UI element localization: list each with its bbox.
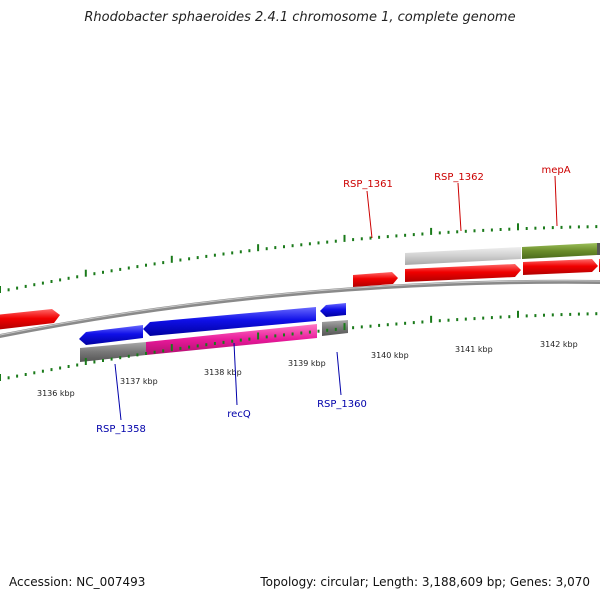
- tick-label: 3138 kbp: [204, 368, 242, 377]
- leader-line-recq: [233, 342, 238, 406]
- gene-label-rsp1358[interactable]: RSP_1358: [96, 424, 146, 435]
- leader-line-rsp1360: [336, 351, 342, 396]
- upper-scale-ticks: [0, 223, 598, 293]
- gene-arrow-rsp1362[interactable]: [405, 264, 521, 282]
- tick-label: 3140 kbp: [371, 351, 409, 360]
- tick-label: 3141 kbp: [455, 345, 493, 354]
- feature-bar-rsp1358[interactable]: [80, 342, 146, 362]
- feature-bar-rsp1362[interactable]: [405, 247, 521, 265]
- tick-label: 3139 kbp: [288, 359, 326, 368]
- feature-bar-mepa[interactable]: [522, 243, 597, 259]
- gene-label-mepa[interactable]: mepA: [541, 165, 570, 176]
- chromosome-backbone: [0, 279, 600, 339]
- gene-arrow-rsp1361[interactable]: [353, 272, 398, 287]
- gene-label-rsp1360[interactable]: RSP_1360: [317, 399, 367, 410]
- gene-arrow-mepa[interactable]: [523, 259, 598, 275]
- accession-text: Accession: NC_007493: [9, 575, 146, 589]
- leader-line-mepa: [554, 175, 558, 227]
- gene-arrow-recq[interactable]: [143, 307, 316, 336]
- gene-arrow-rsp1360[interactable]: [320, 303, 346, 317]
- genome-stats-text: Topology: circular; Length: 3,188,609 bp…: [260, 575, 590, 589]
- gene-arrow-forward[interactable]: [0, 309, 60, 330]
- gene-arrow-rsp1358[interactable]: [79, 325, 143, 345]
- gene-label-recq[interactable]: recQ: [227, 409, 251, 420]
- leader-line-rsp1361: [366, 190, 373, 239]
- gene-label-rsp1362[interactable]: RSP_1362: [434, 172, 484, 183]
- leader-line-rsp1358: [114, 363, 122, 421]
- tick-label: 3137 kbp: [120, 377, 158, 386]
- tick-label: 3142 kbp: [540, 340, 578, 349]
- lower-scale-ticks: [0, 310, 598, 381]
- map-title: Rhodobacter sphaeroides 2.4.1 chromosome…: [84, 10, 516, 25]
- tick-label: 3136 kbp: [37, 389, 75, 398]
- leader-line-rsp1362: [457, 182, 462, 232]
- gene-label-rsp1361[interactable]: RSP_1361: [343, 179, 393, 190]
